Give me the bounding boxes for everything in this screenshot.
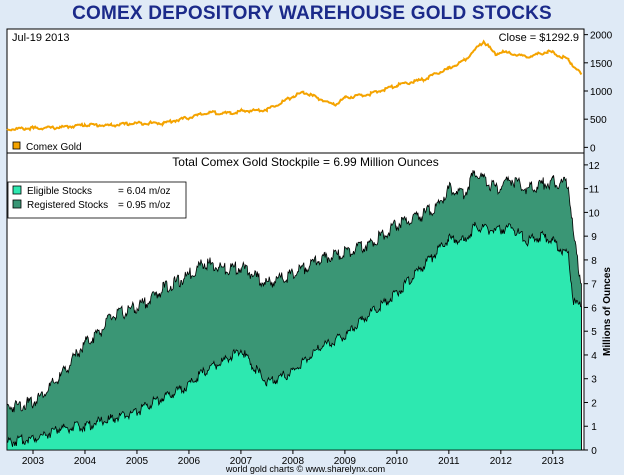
top-y-tick-label: 500 bbox=[590, 115, 607, 126]
registered-stocks-legend-swatch bbox=[12, 199, 22, 209]
bottom-y-tick-label: 6 bbox=[591, 303, 597, 314]
top-y-tick-label: 1000 bbox=[590, 87, 613, 98]
comex-gold-legend-label: Comex Gold bbox=[26, 142, 82, 153]
x-tick-label: 2012 bbox=[490, 456, 513, 467]
bottom-y-tick-label: 12 bbox=[588, 161, 600, 172]
comex-gold-price-line bbox=[6, 39, 583, 132]
x-tick-label: 2003 bbox=[22, 456, 45, 467]
chart-title: COMEX DEPOSITORY WAREHOUSE GOLD STOCKS bbox=[72, 3, 552, 24]
top-y-tick-label: 0 bbox=[590, 143, 596, 154]
x-tick-label: 2013 bbox=[542, 456, 565, 467]
x-tick-label: 2008 bbox=[282, 456, 305, 467]
bottom-y-tick-label: 11 bbox=[589, 185, 600, 196]
eligible-stocks-legend-value: = 6.04 m/oz bbox=[118, 186, 171, 197]
date-label: Jul-19 2013 bbox=[12, 32, 70, 44]
comex-gold-legend-swatch bbox=[12, 141, 21, 150]
close-price-label: Close = $1292.9 bbox=[499, 32, 579, 44]
top-y-tick-label: 1500 bbox=[590, 59, 613, 70]
bottom-y-tick-label: 2 bbox=[591, 398, 597, 409]
bottom-y-tick-label: 10 bbox=[588, 208, 600, 219]
bottom-y-tick-label: 9 bbox=[591, 232, 597, 243]
x-tick-label: 2007 bbox=[230, 456, 253, 467]
eligible-stocks-area bbox=[6, 221, 582, 451]
registered-stocks-legend-value: = 0.95 m/oz bbox=[118, 200, 171, 211]
x-tick-label: 2005 bbox=[126, 456, 149, 467]
registered-stocks-legend-label: Registered Stocks bbox=[27, 200, 108, 211]
eligible-stocks-legend-swatch bbox=[12, 185, 22, 195]
top-panel-background bbox=[6, 28, 585, 154]
x-tick-label: 2011 bbox=[438, 456, 460, 467]
x-tick-label: 2010 bbox=[386, 456, 409, 467]
bottom-y-tick-label: 3 bbox=[591, 375, 597, 386]
bottom-y-tick-label: 5 bbox=[591, 327, 597, 338]
bottom-y-tick-label: 0 bbox=[591, 446, 597, 457]
x-tick-label: 2006 bbox=[178, 456, 201, 467]
footer-credit: world gold charts © www.sharelynx.com bbox=[225, 464, 385, 474]
bottom-y-tick-label: 4 bbox=[591, 351, 597, 362]
top-y-tick-label: 2000 bbox=[590, 31, 613, 42]
bottom-y-axis-label: Millions of Ounces bbox=[602, 267, 613, 356]
bottom-y-tick-label: 1 bbox=[591, 422, 597, 433]
stockpile-title: Total Comex Gold Stockpile = 6.99 Millio… bbox=[172, 155, 438, 169]
bottom-y-tick-label: 8 bbox=[591, 256, 597, 267]
eligible-stocks-legend-label: Eligible Stocks bbox=[27, 186, 92, 197]
x-tick-label: 2004 bbox=[74, 456, 97, 467]
bottom-legend-box bbox=[7, 181, 187, 219]
x-tick-label: 2009 bbox=[334, 456, 357, 467]
bottom-y-tick-label: 7 bbox=[591, 280, 597, 291]
